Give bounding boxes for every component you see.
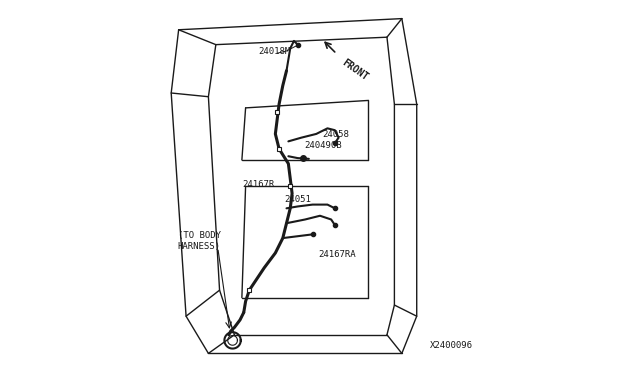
Text: 24058: 24058 bbox=[322, 130, 349, 139]
Text: X2400096: X2400096 bbox=[429, 341, 472, 350]
Text: 240490B: 240490B bbox=[305, 141, 342, 150]
Text: 24018M: 24018M bbox=[259, 47, 291, 56]
Text: 24167RA: 24167RA bbox=[318, 250, 356, 259]
Text: 24167R: 24167R bbox=[242, 180, 274, 189]
Text: (TO BODY
HARNESS): (TO BODY HARNESS) bbox=[178, 231, 221, 251]
Text: 24051: 24051 bbox=[285, 195, 312, 204]
Text: FRONT: FRONT bbox=[340, 58, 371, 83]
